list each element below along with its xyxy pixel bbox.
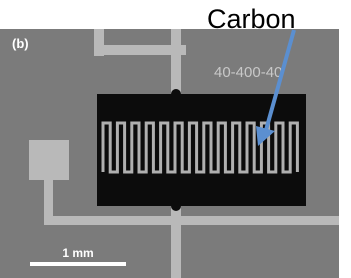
trace xyxy=(44,216,339,225)
region-notch xyxy=(171,201,181,211)
panel-label: (b) xyxy=(12,36,29,51)
scale-bar xyxy=(30,262,126,266)
scale-bar-label: 1 mm xyxy=(62,246,93,260)
micrograph-figure: (b) 40-400-40 Carbon 1 mm xyxy=(0,0,351,278)
sample-label: 40-400-40 xyxy=(214,64,282,81)
figure: (b) 40-400-40 Carbon 1 mm xyxy=(0,0,351,278)
contact-pad xyxy=(29,140,69,180)
region-notch xyxy=(171,89,181,99)
callout-label: Carbon xyxy=(207,4,296,34)
